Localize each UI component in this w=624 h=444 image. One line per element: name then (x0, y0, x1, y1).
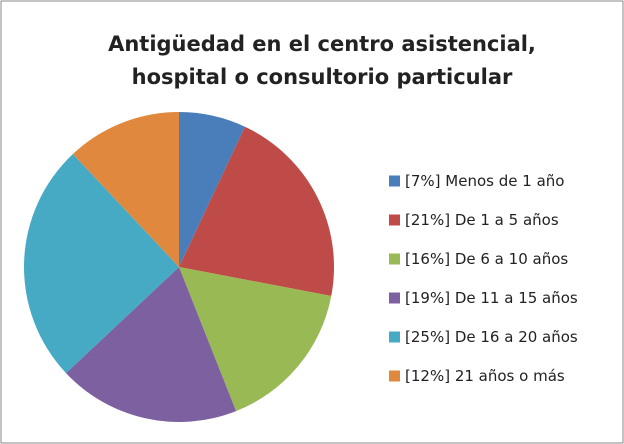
legend-swatch (389, 292, 400, 304)
pie-slice (179, 126, 334, 297)
legend-swatch (389, 370, 400, 382)
chart-title: hospital o consultorio particular (132, 65, 513, 89)
legend-label: [19%] De 11 a 15 años (405, 289, 578, 307)
legend-swatch (389, 253, 400, 265)
legend-swatch (389, 175, 400, 187)
pie-slice (179, 267, 332, 412)
legend-value: [7%] (405, 172, 441, 190)
legend-label: [21%] De 1 a 5 años (405, 211, 559, 229)
legend-value: [19%] (405, 289, 450, 307)
legend-label: [16%] De 6 a 10 años (405, 250, 568, 268)
chart-title: Antigüedad en el centro asistencial, (108, 32, 536, 56)
legend-label: [7%] Menos de 1 año (405, 172, 564, 190)
legend-swatch (389, 331, 400, 343)
legend-value: [25%] (405, 328, 450, 346)
legend-category: De 1 a 5 años (455, 211, 559, 229)
pie-slice (66, 267, 237, 422)
legend-value: [16%] (405, 250, 450, 268)
pie-slice (24, 154, 179, 374)
legend-value: [12%] (405, 367, 450, 385)
legend-swatch (389, 214, 400, 226)
legend-value: [21%] (405, 211, 450, 229)
legend-label: [25%] De 16 a 20 años (405, 328, 578, 346)
legend-category: De 6 a 10 años (455, 250, 569, 268)
legend-category: 21 años o más (455, 367, 565, 385)
pie-slice (179, 112, 245, 267)
legend-category: Menos de 1 año (445, 172, 564, 190)
pie-slice (72, 112, 179, 267)
legend-category: De 11 a 15 años (455, 289, 578, 307)
legend-label: [12%] 21 años o más (405, 367, 565, 385)
legend-category: De 16 a 20 años (455, 328, 578, 346)
